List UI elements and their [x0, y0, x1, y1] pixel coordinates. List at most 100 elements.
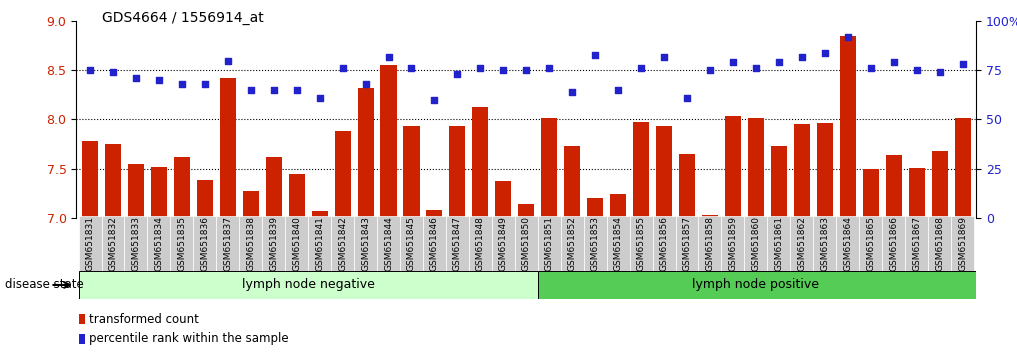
- Point: [174, 81, 190, 87]
- Text: GSM651865: GSM651865: [866, 216, 876, 271]
- Bar: [450, 126, 466, 218]
- Bar: [675, 216, 699, 271]
- Bar: [817, 124, 833, 218]
- Point: [220, 58, 236, 63]
- Bar: [469, 216, 492, 271]
- Text: GSM651867: GSM651867: [912, 216, 921, 271]
- Point: [426, 97, 442, 103]
- Point: [243, 87, 259, 93]
- Bar: [423, 216, 445, 271]
- Text: GSM651855: GSM651855: [637, 216, 646, 271]
- Text: GSM651840: GSM651840: [292, 216, 301, 271]
- Bar: [445, 216, 469, 271]
- Text: percentile rank within the sample: percentile rank within the sample: [89, 332, 289, 345]
- Point: [886, 60, 902, 65]
- Bar: [768, 216, 790, 271]
- Point: [357, 81, 373, 87]
- Text: GSM651866: GSM651866: [889, 216, 898, 271]
- Bar: [587, 198, 603, 218]
- Bar: [747, 118, 764, 218]
- Bar: [265, 157, 282, 218]
- Bar: [285, 216, 308, 271]
- Bar: [541, 118, 557, 218]
- Point: [128, 75, 144, 81]
- Text: GSM651858: GSM651858: [706, 216, 715, 271]
- Text: GSM651864: GSM651864: [843, 216, 852, 271]
- Bar: [220, 78, 236, 218]
- Text: GSM651845: GSM651845: [407, 216, 416, 271]
- Text: GDS4664 / 1556914_at: GDS4664 / 1556914_at: [102, 11, 263, 25]
- Text: lymph node negative: lymph node negative: [242, 279, 374, 291]
- Point: [610, 87, 626, 93]
- Text: GSM651850: GSM651850: [522, 216, 531, 271]
- Bar: [836, 216, 859, 271]
- Bar: [633, 122, 649, 218]
- Point: [105, 69, 121, 75]
- Bar: [243, 191, 258, 218]
- Bar: [610, 194, 626, 218]
- Bar: [193, 216, 217, 271]
- Bar: [744, 216, 768, 271]
- Text: GSM651849: GSM651849: [498, 216, 507, 271]
- Point: [679, 95, 696, 101]
- Bar: [400, 216, 423, 271]
- Bar: [492, 216, 515, 271]
- Text: GSM651838: GSM651838: [246, 216, 255, 271]
- Text: GSM651862: GSM651862: [797, 216, 806, 271]
- Bar: [656, 126, 672, 218]
- Point: [725, 60, 741, 65]
- Bar: [358, 88, 373, 218]
- Bar: [794, 124, 810, 218]
- Bar: [380, 65, 397, 218]
- Bar: [78, 271, 538, 299]
- Bar: [932, 151, 948, 218]
- Bar: [653, 216, 675, 271]
- Point: [840, 34, 856, 40]
- Bar: [311, 211, 327, 218]
- Bar: [905, 216, 929, 271]
- Point: [380, 54, 397, 59]
- Point: [908, 68, 924, 73]
- Bar: [472, 107, 488, 218]
- Bar: [124, 216, 147, 271]
- Bar: [814, 216, 836, 271]
- Bar: [560, 216, 584, 271]
- Bar: [78, 216, 102, 271]
- Bar: [519, 204, 534, 218]
- Bar: [82, 141, 98, 218]
- Bar: [377, 216, 400, 271]
- Bar: [679, 154, 695, 218]
- Text: GSM651847: GSM651847: [453, 216, 462, 271]
- Text: GSM651842: GSM651842: [338, 216, 347, 271]
- Text: GSM651848: GSM651848: [476, 216, 485, 271]
- Bar: [584, 216, 607, 271]
- Bar: [128, 164, 144, 218]
- Text: GSM651857: GSM651857: [682, 216, 692, 271]
- Text: transformed count: transformed count: [89, 313, 199, 326]
- Bar: [951, 216, 974, 271]
- Point: [793, 54, 810, 59]
- Text: GSM651833: GSM651833: [131, 216, 140, 271]
- Text: GSM651831: GSM651831: [85, 216, 95, 271]
- Bar: [335, 131, 351, 218]
- Point: [633, 65, 649, 71]
- Bar: [426, 210, 442, 218]
- Text: GSM651835: GSM651835: [177, 216, 186, 271]
- Bar: [859, 216, 882, 271]
- Point: [954, 62, 970, 67]
- Text: GSM651837: GSM651837: [224, 216, 232, 271]
- Bar: [332, 216, 354, 271]
- Point: [862, 65, 879, 71]
- Point: [656, 54, 672, 59]
- Text: GSM651836: GSM651836: [200, 216, 210, 271]
- Bar: [79, 314, 85, 324]
- Point: [289, 87, 305, 93]
- Bar: [882, 216, 905, 271]
- Point: [335, 65, 351, 71]
- Bar: [862, 169, 879, 218]
- Bar: [955, 118, 970, 218]
- Text: GSM651844: GSM651844: [384, 216, 393, 271]
- Point: [564, 89, 581, 95]
- Point: [587, 52, 603, 57]
- Bar: [929, 216, 951, 271]
